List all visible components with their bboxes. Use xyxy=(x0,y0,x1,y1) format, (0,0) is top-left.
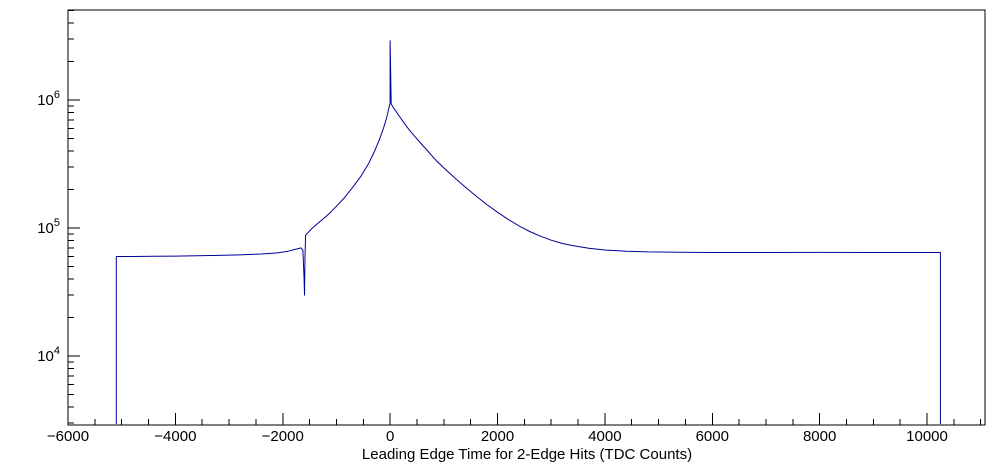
x-tick-label: −6000 xyxy=(47,428,89,445)
x-tick-label: 10000 xyxy=(906,428,948,445)
x-tick-label: 6000 xyxy=(696,428,729,445)
y-tick-label: 106 xyxy=(37,89,60,109)
x-tick-label: 4000 xyxy=(588,428,621,445)
x-axis-title: Leading Edge Time for 2-Edge Hits (TDC C… xyxy=(362,446,692,463)
chart-generated-layer: −6000 −4000 −2000 0 2000 4000 6000 8000 10000 104… xyxy=(37,9,986,445)
x-tick-label: 0 xyxy=(386,428,394,445)
y-tick-label: 105 xyxy=(37,217,60,237)
histogram-line xyxy=(115,40,941,424)
y-tick-label: 104 xyxy=(37,345,60,365)
x-tick-label: −2000 xyxy=(262,428,304,445)
plot-frame xyxy=(67,9,986,426)
x-tick-label: 8000 xyxy=(803,428,836,445)
x-tick-label: 2000 xyxy=(481,428,514,445)
x-tick-label: −4000 xyxy=(154,428,196,445)
